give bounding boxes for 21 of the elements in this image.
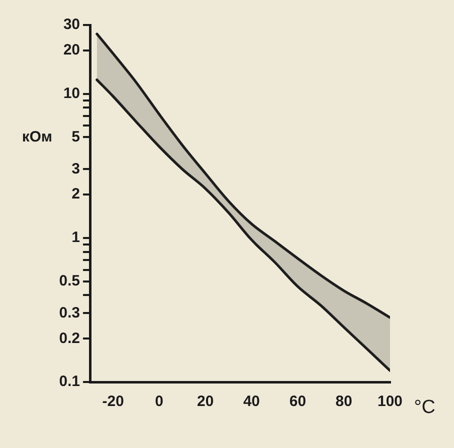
- y-tick-label: 10: [63, 84, 80, 102]
- y-tick-label: 20: [63, 42, 80, 59]
- line-series: [96, 32, 390, 319]
- y-tick-label: 30: [63, 16, 80, 34]
- y-tick-label: 0.1: [59, 373, 80, 390]
- x-tick-label: 80: [336, 393, 352, 410]
- y-tick-label: 0.3: [59, 304, 80, 322]
- y-tick-label: 5: [72, 128, 80, 146]
- y-tick-label: 3: [72, 160, 80, 178]
- x-tick-label: 20: [197, 393, 214, 410]
- y-tick-label: 0.5: [59, 272, 80, 290]
- y-axis-title: кОм: [22, 128, 52, 146]
- x-axis-title: °C: [414, 397, 436, 418]
- x-tick-label: 40: [243, 393, 260, 410]
- y-tick-label: 1: [72, 229, 80, 246]
- y-tick-label: 2: [72, 186, 80, 203]
- y-tick-label: 0.2: [59, 330, 80, 347]
- x-tick-label: 0: [155, 393, 164, 410]
- x-tick-label: -20: [102, 393, 124, 410]
- x-tick-label: 100: [377, 393, 403, 410]
- x-tick-label: 60: [289, 393, 306, 410]
